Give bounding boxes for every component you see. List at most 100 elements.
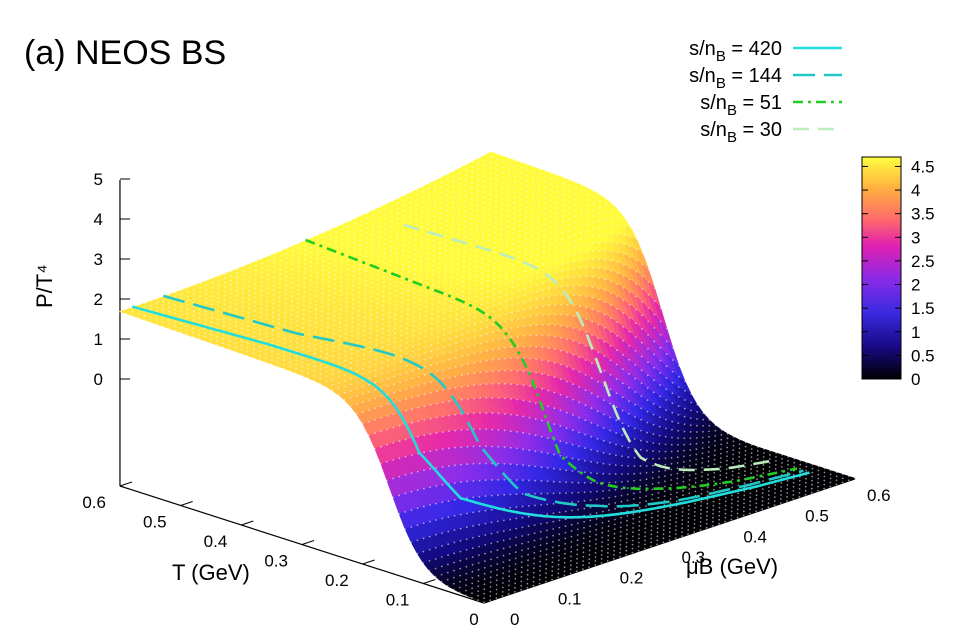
mesh-dot (328, 257, 331, 260)
mesh-dot (453, 170, 455, 173)
mesh-dot (420, 265, 422, 268)
mesh-dot (470, 228, 472, 230)
mesh-dot (316, 234, 319, 237)
mesh-dot (210, 316, 213, 319)
mesh-dot (401, 297, 403, 299)
mesh-dot (365, 246, 368, 249)
mesh-dot (445, 219, 448, 222)
mesh-dot (549, 231, 552, 234)
mesh-dot (494, 231, 497, 234)
mesh-dot (396, 232, 399, 235)
mesh-dot (285, 284, 287, 287)
mesh-dot (501, 192, 504, 195)
mesh-dot (428, 182, 430, 185)
mesh-dot (518, 235, 521, 238)
mesh-dot (260, 307, 262, 310)
mesh-dot (390, 250, 392, 252)
mesh-dot (458, 218, 460, 221)
mesh-dot (494, 216, 497, 218)
mesh-dot (359, 234, 362, 237)
mesh-dot (500, 223, 503, 226)
mesh-dot (439, 222, 442, 225)
mesh-dot (266, 287, 269, 290)
mesh-dot (297, 297, 299, 300)
mesh-dot (506, 241, 509, 243)
mesh-dot (358, 300, 360, 303)
mesh-dot (421, 221, 423, 224)
mesh-dot (428, 187, 430, 190)
mesh-dot (223, 286, 226, 288)
mesh-dot (353, 222, 356, 225)
mesh-dot (445, 214, 448, 217)
mesh-dot (204, 331, 207, 334)
mesh-dot (483, 159, 486, 162)
mesh-dot (413, 277, 416, 280)
mesh-dot (489, 172, 492, 175)
mesh-dot (358, 291, 361, 294)
mesh-dot (358, 272, 361, 275)
mesh-dot (309, 279, 312, 282)
mesh-dot (241, 301, 244, 304)
mesh-dot (439, 242, 441, 245)
mesh-dot (519, 209, 522, 212)
mesh-dot (451, 231, 454, 234)
mesh-dot (332, 328, 335, 331)
mesh-dot (568, 190, 571, 193)
mesh-dot (481, 242, 484, 245)
mesh-dot (247, 303, 250, 306)
mesh-dot (272, 298, 275, 301)
mesh-dot (408, 231, 411, 234)
mesh-dot (382, 290, 385, 293)
mesh-dot (284, 316, 287, 318)
mesh-dot (224, 277, 226, 279)
mesh-dot (432, 269, 435, 272)
mesh-dot (370, 309, 372, 312)
mesh-dot (265, 348, 267, 351)
mesh-dot (482, 211, 485, 214)
mesh-dot (290, 313, 293, 316)
mesh-dot (357, 319, 360, 321)
mesh-dot (186, 295, 189, 298)
mesh-dot (143, 302, 146, 305)
mesh-dot (260, 289, 263, 292)
mesh-dot (438, 286, 440, 289)
mesh-dot (161, 325, 164, 328)
mesh-dot (260, 298, 262, 301)
mesh-dot (426, 267, 429, 270)
mesh-dot (272, 285, 275, 287)
mesh-dot (284, 320, 286, 323)
mesh-dot (524, 237, 527, 240)
mesh-dot (432, 245, 435, 248)
mesh-dot (345, 323, 348, 326)
mesh-dot (297, 261, 300, 263)
mesh-dot (205, 297, 208, 300)
mesh-dot (265, 331, 268, 334)
mesh-dot (532, 187, 534, 190)
mesh-dot (465, 179, 467, 182)
mesh-dot (426, 252, 429, 255)
mesh-dot (199, 291, 202, 293)
mesh-dot (526, 174, 528, 177)
mesh-dot (463, 250, 466, 253)
mesh-dot (452, 180, 455, 183)
mesh-dot (210, 342, 212, 344)
mesh-dot (444, 278, 447, 281)
mesh-dot (248, 285, 251, 288)
mesh-dot (458, 193, 461, 195)
mesh-dot (382, 309, 385, 312)
mesh-dot (444, 273, 447, 276)
mesh-dot (463, 235, 466, 238)
mesh-dot (198, 333, 200, 336)
mesh-dot (236, 281, 239, 284)
mesh-dot (143, 319, 146, 321)
mesh-dot (333, 315, 336, 317)
mesh-dot (346, 296, 348, 299)
mesh-dot (471, 176, 473, 179)
mesh-dot (408, 236, 411, 239)
mesh-dot (432, 279, 434, 282)
mesh-dot (494, 226, 497, 229)
mesh-dot (229, 297, 232, 299)
mesh-dot (378, 206, 381, 209)
mesh-dot (234, 329, 237, 332)
mesh-dot (303, 268, 306, 270)
